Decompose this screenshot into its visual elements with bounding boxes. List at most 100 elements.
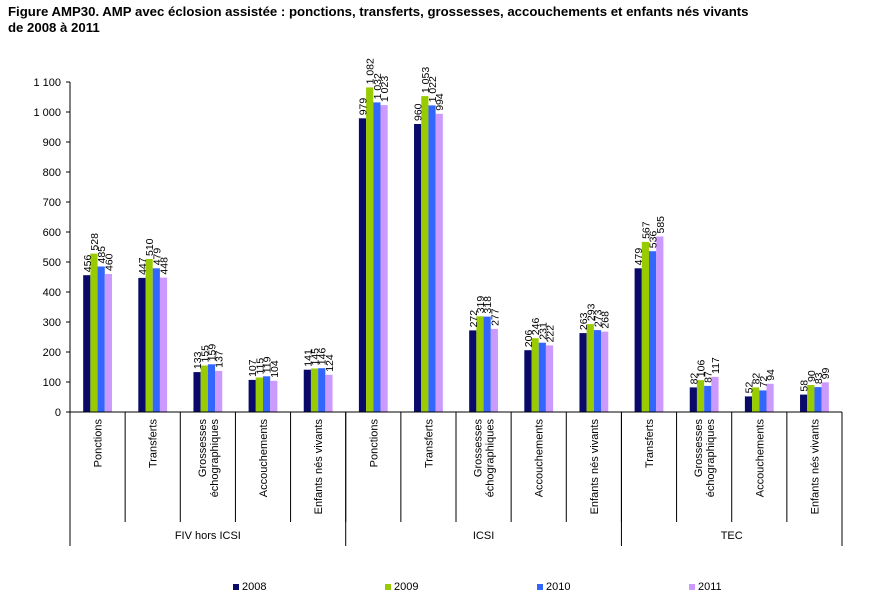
bar (696, 380, 705, 412)
bar (593, 330, 602, 412)
y-tick-label: 900 (43, 137, 61, 149)
bar (90, 253, 98, 412)
bar (649, 251, 657, 412)
y-axis: 0 100 200 300 400 500 600 700 800 900 1 000 1 100 (33, 77, 71, 419)
y-tick-label: 1 000 (33, 107, 61, 119)
value-label: 145 (310, 348, 322, 366)
bar (586, 324, 594, 412)
bar (255, 377, 263, 412)
bar (483, 316, 491, 412)
value-label: 318 (482, 296, 494, 314)
value-label: 979 (357, 98, 369, 116)
value-label: 567 (640, 221, 652, 239)
category-label: Accouchements (534, 419, 546, 498)
y-tick-label: 400 (43, 287, 61, 299)
bar (821, 382, 829, 412)
value-label: 83 (813, 372, 825, 384)
value-label: 82 (751, 373, 763, 385)
value-label: 460 (103, 253, 115, 271)
group-label: TEC (721, 530, 743, 542)
bar (152, 268, 160, 412)
value-label: 106 (696, 360, 708, 378)
legend-swatch (385, 584, 391, 591)
value-label: 206 (523, 330, 535, 348)
value-label: 585 (655, 216, 667, 234)
bar (270, 380, 278, 412)
legend: 2008 2009 2010 2011 (0, 580, 894, 596)
bar (579, 333, 587, 412)
bar (538, 342, 546, 412)
bar (469, 330, 477, 412)
category-label: Accouchements (258, 419, 270, 498)
bar (435, 113, 443, 413)
bar (428, 105, 436, 413)
y-tick-label: 100 (43, 377, 61, 389)
legend-item-2009: 2009 (385, 580, 418, 594)
legend-item-2008: 2008 (233, 580, 266, 594)
value-label: 72 (758, 376, 770, 388)
value-label: 268 (600, 311, 612, 329)
category-label: Enfants nés vivants (313, 419, 325, 515)
legend-swatch (689, 584, 695, 591)
bar (310, 368, 319, 412)
value-label: 456 (82, 255, 94, 273)
value-label: 137 (214, 350, 226, 368)
bar (325, 374, 333, 412)
legend-swatch (537, 584, 543, 591)
x-axis: Ponctions Transferts Grossesses échographiq… (69, 411, 843, 546)
bars-layer (83, 87, 829, 413)
value-label: 479 (633, 248, 645, 266)
legend-item-2010: 2010 (537, 580, 570, 594)
category-label: échographiques (209, 419, 221, 498)
bar (263, 376, 271, 412)
bar (752, 387, 760, 412)
value-label: 994 (434, 93, 446, 111)
category-label: Grossesses (693, 419, 705, 478)
value-label: 104 (269, 360, 281, 378)
bar (524, 350, 532, 412)
value-label: 1 082 (365, 58, 377, 84)
bar (807, 385, 815, 412)
value-label: 510 (144, 238, 156, 256)
value-label: 246 (530, 318, 542, 336)
value-label: 528 (89, 233, 101, 251)
bar (545, 345, 554, 412)
y-tick-label: 300 (43, 317, 61, 329)
y-tick-label: 600 (43, 227, 61, 239)
value-label: 448 (159, 257, 171, 275)
legend-swatch (233, 584, 239, 591)
bar (83, 275, 91, 412)
bar (814, 387, 822, 412)
category-label: Transferts (644, 419, 656, 469)
bar (766, 383, 774, 412)
bar (248, 379, 256, 412)
category-label: Grossesses (473, 419, 485, 478)
bar-chart: 0 100 200 300 400 500 600 700 800 900 1 000 1 100 4… (33, 58, 843, 546)
bar (97, 266, 105, 412)
bar (744, 396, 753, 412)
bar (303, 369, 311, 412)
category-label: échographiques (485, 419, 497, 498)
chart-title: Figure AMP30. AMP avec éclosion assistée… (8, 4, 868, 36)
value-label: 277 (489, 308, 501, 326)
bar (207, 364, 216, 412)
bar (800, 394, 808, 412)
bar (711, 376, 719, 412)
value-label: 479 (151, 248, 163, 266)
value-label: 52 (743, 382, 755, 394)
value-label: 1 022 (427, 76, 439, 102)
chart-title-line-1: Figure AMP30. AMP avec éclosion assistée… (8, 4, 749, 19)
value-label: 58 (799, 380, 811, 392)
value-label: 273 (592, 309, 604, 327)
value-label: 231 (537, 322, 549, 340)
category-label: échographiques (705, 419, 717, 498)
legend-label: 2008 (242, 581, 267, 593)
bar (656, 236, 664, 412)
y-tick-label: 500 (43, 257, 61, 269)
category-label: Accouchements (754, 419, 766, 498)
y-tick-label: 200 (43, 347, 61, 359)
value-label: 159 (206, 344, 218, 362)
value-label: 536 (648, 231, 660, 249)
value-label: 263 (578, 312, 590, 330)
